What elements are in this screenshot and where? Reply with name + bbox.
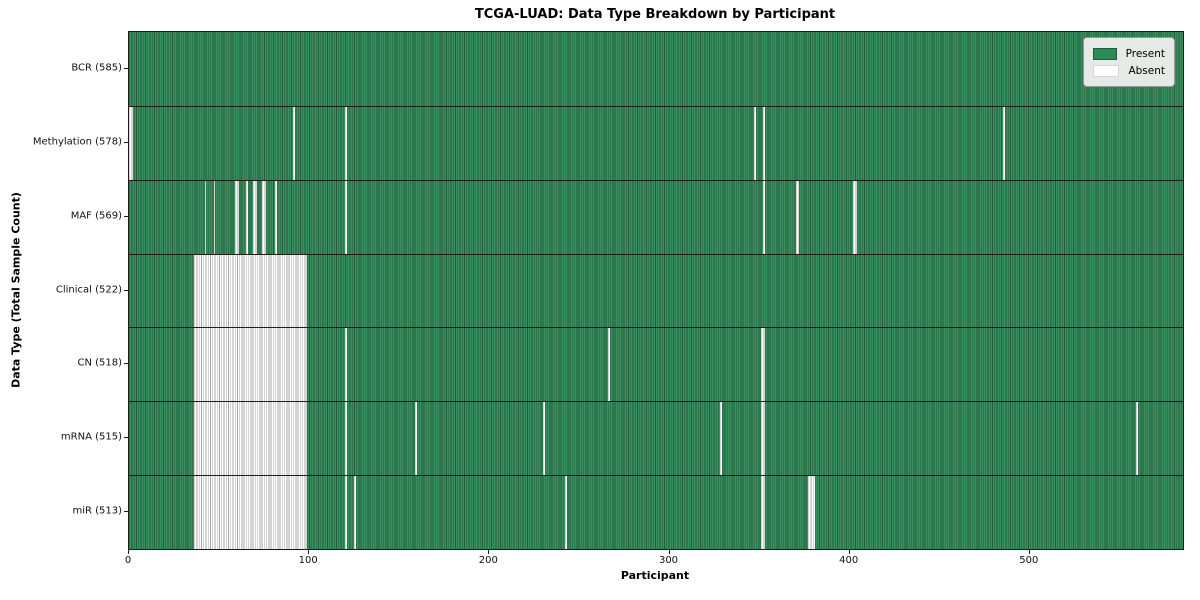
absent-segment-cn: [193, 328, 308, 402]
x-tick-mark: [1028, 550, 1030, 554]
y-tick-mark: [124, 363, 128, 365]
absent-segment-mrna: [1136, 402, 1138, 476]
y-tick-label-methylation: Methylation (578): [32, 136, 122, 148]
absent-segment-maf: [274, 180, 277, 254]
absent-segment-mrna: [543, 402, 546, 476]
row-maf: [129, 179, 1183, 254]
x-tick-mark: [668, 550, 670, 554]
legend-label: Absent: [1128, 64, 1165, 77]
absent-segment-mrna: [719, 402, 722, 476]
absent-segment-clinical: [193, 254, 308, 328]
absent-segment-maf: [262, 180, 266, 254]
y-tick-mark: [124, 289, 128, 291]
legend: Present Absent: [1083, 37, 1175, 87]
present-swatch-icon: [1093, 47, 1117, 60]
y-tick-mark: [124, 437, 128, 439]
x-tick-label: 500: [1019, 555, 1039, 566]
absent-swatch-icon: [1093, 64, 1120, 77]
row-methylation: [129, 105, 1183, 180]
absent-segment-methylation: [129, 106, 133, 180]
absent-segment-maf: [763, 180, 765, 254]
y-tick-mark: [124, 67, 128, 69]
legend-entry-present: Present: [1093, 45, 1165, 62]
x-axis-label: Participant: [620, 569, 690, 582]
absent-segment-methylation: [345, 106, 347, 180]
absent-segment-mir: [761, 476, 765, 549]
x-tick-label: 300: [658, 555, 679, 566]
x-tick-mark: [308, 550, 310, 554]
row-clinical: [129, 253, 1183, 328]
absent-segment-maf: [345, 180, 347, 254]
plot-area: [128, 31, 1184, 550]
absent-segment-cn: [761, 328, 765, 402]
y-tick-label-clinical: Clinical (522): [55, 284, 122, 295]
x-tick-label: 400: [839, 555, 859, 566]
row-mrna: [129, 401, 1183, 476]
absent-segment-mir: [808, 476, 816, 549]
absent-segment-cn: [608, 328, 611, 402]
absent-segment-mir: [354, 476, 356, 549]
chart-title: TCGA-LUAD: Data Type Breakdown by Partic…: [474, 7, 836, 22]
absent-segment-mir: [345, 476, 347, 549]
absent-segment-methylation: [1002, 106, 1005, 180]
x-tick-mark: [848, 550, 850, 554]
absent-segment-maf: [795, 180, 800, 254]
row-cn: [129, 327, 1183, 402]
y-tick-mark: [124, 511, 128, 513]
absent-segment-methylation: [763, 106, 765, 180]
y-tick-label-mrna: mRNA (515): [60, 431, 122, 443]
legend-entry-absent: Absent: [1093, 62, 1165, 79]
y-tick-label-maf: MAF (569): [70, 210, 122, 222]
absent-segment-mrna: [193, 402, 308, 476]
absent-segment-methylation: [754, 106, 756, 180]
absent-segment-maf: [246, 180, 248, 254]
row-bcr: [129, 32, 1183, 106]
absent-segment-cn: [345, 328, 347, 402]
absent-segment-mrna: [345, 402, 347, 476]
x-tick-label: 100: [298, 555, 318, 566]
absent-segment-mir: [193, 476, 308, 549]
y-tick-label-bcr: BCR (585): [71, 62, 122, 74]
y-tick-mark: [124, 215, 128, 217]
legend-label: Present: [1125, 47, 1165, 60]
x-tick-label: 200: [478, 555, 498, 566]
absent-segment-mir: [565, 476, 567, 549]
absent-segment-mrna: [415, 402, 418, 476]
x-tick-label: 0: [124, 555, 132, 566]
row-mir: [129, 475, 1183, 549]
y-tick-mark: [124, 141, 128, 143]
x-tick-mark: [128, 550, 129, 554]
absent-segment-methylation: [292, 106, 295, 180]
absent-segment-maf: [235, 180, 239, 254]
absent-segment-maf: [204, 180, 207, 254]
y-tick-label-cn: CN (518): [77, 357, 122, 369]
absent-segment-mrna: [761, 402, 765, 476]
y-tick-label-mir: miR (513): [72, 505, 122, 517]
absent-segment-maf: [853, 180, 857, 254]
x-tick-mark: [488, 550, 490, 554]
absent-segment-maf: [213, 180, 216, 254]
absent-segment-maf: [253, 180, 257, 254]
